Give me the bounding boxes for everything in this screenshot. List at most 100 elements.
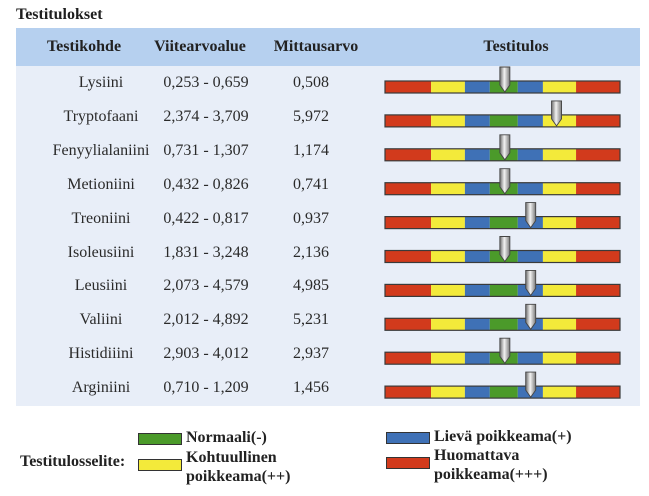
cell-mittausarvo: 0,937 (293, 209, 329, 227)
pointer-shape (499, 66, 511, 93)
bar-outline (384, 216, 621, 230)
cell-viitearvoalue: 2,374 - 3,709 (163, 107, 249, 125)
result-pointer-icon (499, 66, 511, 93)
bar-segment-kohtuullinen (542, 284, 577, 297)
cell-viitearvoalue: 0,731 - 1,307 (163, 141, 249, 159)
bar-segment-huomattava (576, 352, 620, 365)
cell-mittausarvo: 4,985 (293, 277, 329, 295)
result-bar-6 (384, 236, 621, 264)
cell-mittausarvo: 5,231 (293, 311, 329, 329)
bar-segment-huomattava (385, 284, 432, 297)
table-row: Metioniini 0,432 - 0,826 0,741 (16, 168, 640, 202)
pointer-shape (525, 269, 537, 297)
bar-segment-lieva (464, 148, 490, 161)
bar-segment-huomattava (576, 284, 620, 297)
result-pointer-icon (525, 202, 537, 229)
bar-segment-kohtuullinen (431, 318, 465, 331)
pointer-shape (525, 202, 537, 229)
bar-segment-kohtuullinen (431, 250, 465, 263)
pointer-shape (499, 236, 511, 263)
bar-segment-lieva (464, 352, 490, 365)
bar-segment-normaali (489, 284, 518, 297)
cell-testikohde: Leusiini (74, 277, 128, 295)
bar-segment-normaali (489, 386, 518, 399)
result-bar-8 (384, 303, 621, 331)
cell-testikohde: Metioniini (67, 175, 135, 193)
result-pointer-icon (499, 168, 511, 195)
result-pointer-icon (499, 134, 511, 161)
result-bar-5 (384, 202, 621, 230)
header-mittausarvo: Mittausarvo (273, 38, 359, 55)
bar-segment-normaali (489, 114, 518, 127)
legend-label-major: Huomattava poikkeama(+++) (434, 446, 548, 484)
bar-segment-huomattava (576, 148, 620, 161)
cell-viitearvoalue: 2,903 - 4,012 (163, 345, 249, 363)
bar-segment-kohtuullinen (431, 284, 465, 297)
bar-segment-lieva (517, 81, 543, 93)
result-pointer-icon (551, 100, 562, 127)
cell-mittausarvo: 2,937 (293, 345, 329, 363)
table-row: Isoleusiini 1,831 - 3,248 2,136 (16, 236, 640, 270)
bar-segment-huomattava (385, 81, 432, 93)
bar-segment-lieva (517, 250, 543, 263)
table-row: Histidiiini 2,903 - 4,012 2,937 (16, 337, 640, 371)
bar-segment-huomattava (385, 216, 432, 229)
result-bar-3 (384, 134, 621, 162)
cell-testikohde: Fenyylialaniini (52, 141, 150, 159)
legend-swatch-major (386, 457, 430, 469)
result-bar-1 (384, 66, 621, 94)
pointer-shape (525, 303, 537, 331)
cell-viitearvoalue: 1,831 - 3,248 (163, 243, 249, 261)
cell-testikohde: Histidiiini (68, 345, 134, 363)
legend-label-moderate-line1: Kohtuullinen (186, 449, 277, 466)
table-row: Tryptofaani 2,374 - 3,709 5,972 (16, 100, 640, 134)
legend-label-moderate: Kohtuullinen poikkeama(++) (186, 448, 290, 486)
bar-segment-lieva (464, 284, 490, 297)
cell-testikohde: Arginiini (71, 379, 131, 397)
bar-segment-kohtuullinen (542, 81, 577, 93)
bar-segment-kohtuullinen (431, 81, 465, 93)
legend-swatch-moderate (138, 459, 182, 471)
bar-segment-huomattava (385, 318, 432, 331)
result-pointer-icon (525, 303, 537, 331)
result-bar-7 (384, 269, 621, 297)
bar-segment-kohtuullinen (542, 148, 577, 161)
result-bar-2 (384, 100, 621, 128)
cell-testikohde: Isoleusiini (67, 243, 135, 261)
cell-mittausarvo: 1,174 (293, 141, 329, 159)
table-row: Lysiini 0,253 - 0,659 0,508 (16, 66, 640, 100)
legend-swatch-normal (138, 433, 182, 445)
bar-segment-normaali (489, 318, 518, 331)
cell-viitearvoalue: 0,432 - 0,826 (163, 175, 249, 193)
bar-segment-kohtuullinen (542, 386, 577, 399)
cell-viitearvoalue: 0,710 - 1,209 (163, 379, 249, 397)
bar-segment-huomattava (385, 182, 432, 195)
cell-mittausarvo: 1,456 (293, 379, 329, 397)
pointer-shape (499, 337, 511, 364)
result-pointer-icon (525, 371, 537, 398)
cell-mittausarvo: 5,972 (293, 107, 329, 125)
table-row: Fenyylialaniini 0,731 - 1,307 1,174 (16, 134, 640, 168)
pointer-shape (525, 371, 537, 398)
pointer-shape (499, 134, 511, 161)
bar-segment-kohtuullinen (542, 216, 577, 229)
bar-outline (384, 385, 621, 399)
cell-testikohde: Tryptofaani (63, 107, 139, 125)
bar-segment-huomattava (576, 386, 620, 399)
pointer-shape (551, 100, 562, 127)
bar-segment-lieva (464, 216, 490, 229)
header-viitearvoalue: Viitearvoalue (154, 38, 246, 55)
bar-segment-huomattava (576, 114, 620, 127)
cell-viitearvoalue: 0,253 - 0,659 (163, 74, 249, 91)
legend-label-major-line1: Huomattava (434, 447, 520, 464)
bar-segment-huomattava (576, 216, 620, 229)
bar-segment-lieva (464, 182, 490, 195)
result-bar-9 (384, 337, 621, 365)
page-title: Testitulokset (16, 6, 103, 23)
bar-segment-huomattava (576, 182, 620, 195)
bar-segment-kohtuullinen (431, 386, 465, 399)
bar-segment-huomattava (385, 250, 432, 263)
bar-segment-kohtuullinen (431, 182, 465, 195)
bar-segment-kohtuullinen (431, 352, 465, 365)
